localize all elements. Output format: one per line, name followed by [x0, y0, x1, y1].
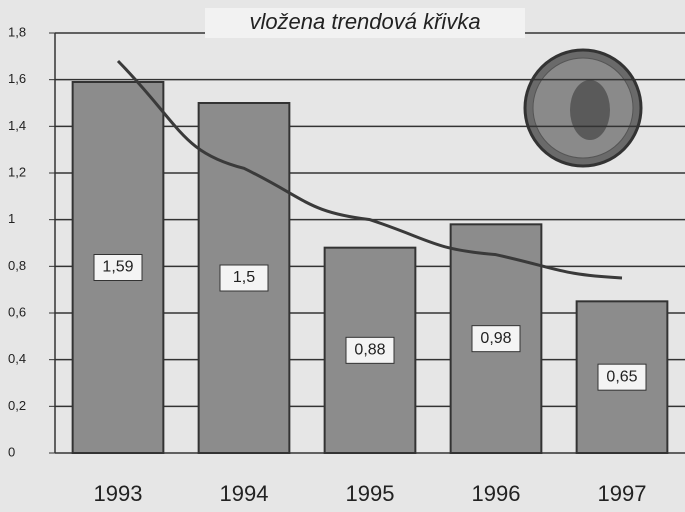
value-label: 1,5	[233, 269, 255, 286]
y-tick-label: 1	[8, 211, 15, 226]
y-tick-label: 0,2	[8, 398, 26, 413]
x-tick-label: 1997	[598, 481, 647, 506]
y-tick-label: 1,8	[8, 24, 26, 39]
value-label: 0,65	[606, 368, 637, 385]
x-tick-label: 1993	[94, 481, 143, 506]
value-label: 0,98	[480, 330, 511, 347]
x-tick-label: 1995	[346, 481, 395, 506]
y-tick-label: 0,4	[8, 351, 26, 366]
x-tick-label: 1996	[472, 481, 521, 506]
value-label: 1,59	[102, 259, 133, 276]
y-tick-label: 0,6	[8, 304, 26, 319]
y-tick-label: 1,4	[8, 118, 26, 133]
value-label: 0,88	[354, 342, 385, 359]
y-tick-label: 1,6	[8, 71, 26, 86]
y-tick-label: 0,8	[8, 258, 26, 273]
x-tick-label: 1994	[220, 481, 269, 506]
chart: 0 0,2 0,4 0,6 0,8 1 1,2 1,4 1,6 1,8 1993 1,59 1994 1,…	[0, 0, 685, 512]
coin	[525, 50, 641, 166]
y-tick-label: 1,2	[8, 164, 26, 179]
chart-title: vložena trendová křivka	[249, 9, 480, 34]
y-tick-label: 0	[8, 444, 15, 459]
